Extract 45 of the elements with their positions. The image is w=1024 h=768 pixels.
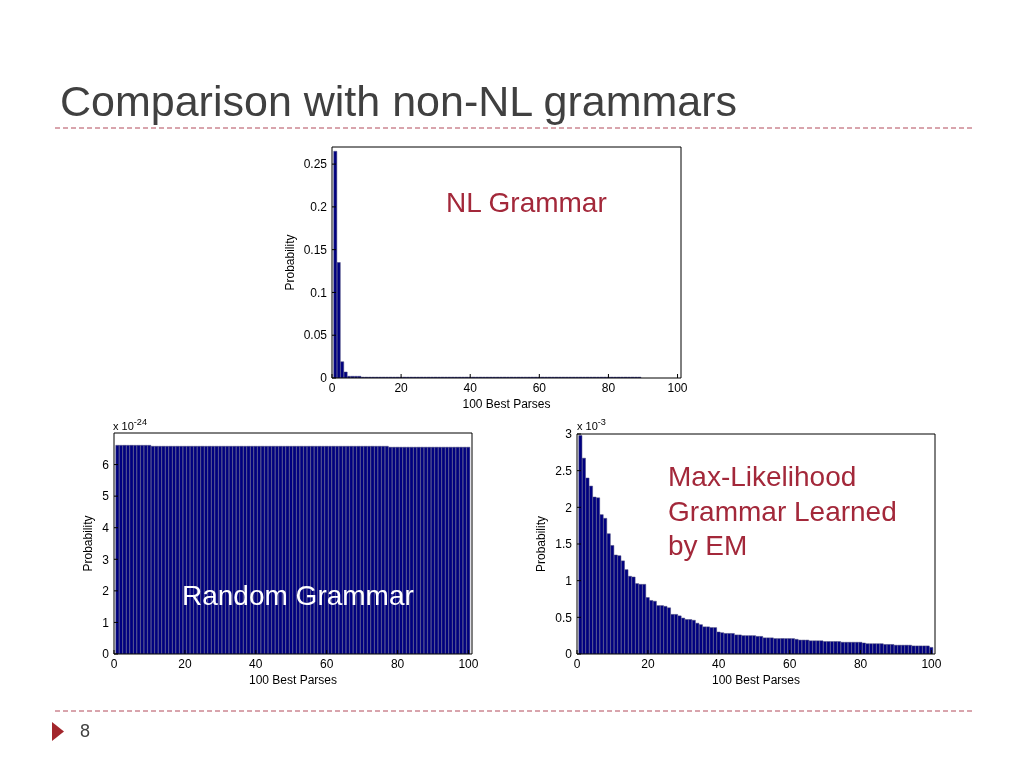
y-tick-label: 6: [102, 457, 110, 472]
x-axis-title: 100 Best Parses: [711, 673, 801, 687]
y-tick-label: 2.5: [555, 463, 573, 478]
y-axis-title: Probability: [534, 515, 549, 573]
x-tick-label: 60: [532, 380, 547, 395]
y-tick-label: 0.5: [555, 610, 573, 625]
y-tick-label: 0.1: [310, 285, 328, 300]
y-tick-label: 1: [102, 615, 110, 630]
x-tick-label: 80: [601, 380, 616, 395]
annotation: Max-Likelihood Grammar Learned by EM: [668, 460, 898, 563]
y-tick-label: 1: [565, 573, 573, 588]
text: Comparison with non-NL grammars: [60, 77, 738, 125]
y-tick-label: 0.05: [303, 328, 328, 343]
x-tick-label: 100: [667, 380, 688, 395]
x-tick-label: 60: [782, 656, 797, 671]
y-tick-label: 0.2: [310, 200, 328, 215]
x-tick-label: 100: [458, 656, 479, 671]
x-tick-label: 20: [394, 380, 409, 395]
x-tick-label: 20: [178, 656, 192, 671]
x-tick-label: 40: [463, 380, 478, 395]
x-tick-label: 60: [319, 656, 334, 671]
y-tick-label: 2: [102, 584, 110, 599]
x-tick-label: 80: [853, 656, 868, 671]
y-tick-label: 3: [102, 552, 110, 567]
y-axis-title: Probability: [81, 515, 96, 572]
text: 8: [80, 721, 91, 741]
x-tick-label: 40: [712, 656, 726, 671]
x-tick-label: 40: [249, 656, 263, 671]
x-axis-title: 100 Best Parses: [248, 673, 338, 687]
y-tick-label: 0.25: [303, 157, 328, 172]
x-tick-label: 100: [921, 656, 942, 671]
y-tick-label: 0.15: [303, 242, 328, 257]
y-tick-label: 4: [102, 520, 110, 535]
y-tick-label: 1.5: [555, 537, 573, 552]
text: x 10$^{-24}$: [113, 417, 148, 432]
annotation: NL Grammar: [446, 187, 608, 218]
x-tick-label: 80: [390, 656, 405, 671]
x-axis-title: 100 Best Parses: [462, 397, 551, 411]
x-tick-label: 20: [641, 656, 655, 671]
y-axis-title: Probability: [283, 234, 298, 291]
annotation: Random Grammar: [182, 580, 415, 611]
y-tick-label: 5: [102, 489, 110, 504]
text: x 10$^{-3}$: [577, 417, 606, 432]
y-tick-label: 2: [565, 500, 573, 515]
y-tick-label: 3: [565, 427, 573, 442]
